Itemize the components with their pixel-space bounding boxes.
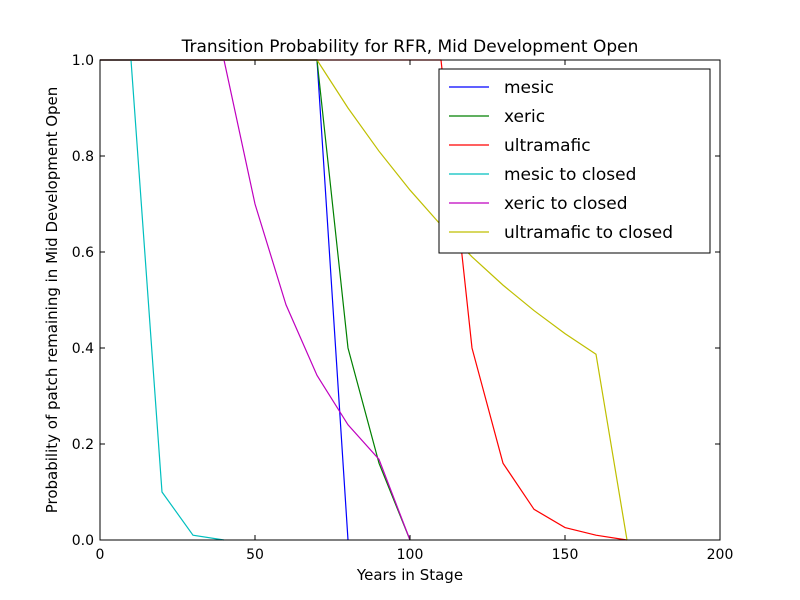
x-tick-label: 0: [96, 547, 105, 563]
x-axis: 0 50 100 150 200: [96, 60, 734, 563]
y-tick-label: 0.4: [72, 341, 94, 357]
y-axis: 0.0 0.2 0.4 0.6 0.8 1.0: [72, 53, 720, 549]
legend-label: mesic to closed: [504, 165, 636, 185]
series-line-xeric: [100, 59, 411, 541]
y-axis-label: Probability of patch remaining in Mid De…: [43, 87, 61, 514]
x-tick-label: 200: [707, 547, 734, 563]
series-line-xeric-to-closed: [100, 59, 411, 541]
series-line-mesic: [100, 59, 349, 541]
y-tick-label: 1.0: [72, 53, 94, 69]
legend-label: ultramafic to closed: [504, 223, 673, 243]
y-tick-label: 0.8: [72, 149, 94, 165]
y-tick-label: 0.2: [72, 437, 94, 453]
legend-box: [438, 68, 711, 254]
legend-label: xeric: [504, 107, 545, 127]
y-tick-label: 0.0: [72, 533, 94, 549]
legend: mesic xeric ultramafic mesic to closed xeric…: [438, 68, 711, 254]
legend-label: mesic: [504, 78, 554, 98]
x-axis-label: Years in Stage: [356, 566, 463, 584]
y-tick-label: 0.6: [72, 245, 94, 261]
x-tick-label: 150: [552, 547, 579, 563]
x-tick-label: 100: [397, 547, 424, 563]
x-tick-label: 50: [246, 547, 264, 563]
chart-title: Transition Probability for RFR, Mid Deve…: [181, 37, 639, 57]
series-line-mesic-to-closed: [100, 59, 225, 541]
legend-label: ultramafic: [504, 136, 591, 156]
legend-label: xeric to closed: [504, 194, 628, 214]
